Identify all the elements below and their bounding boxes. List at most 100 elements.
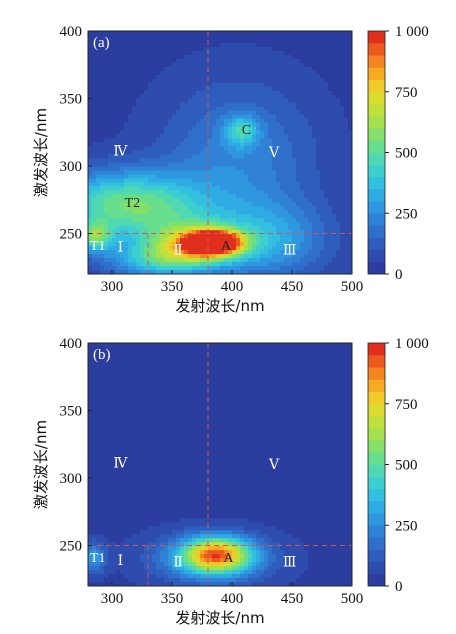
heatmap-cell — [104, 198, 109, 203]
heatmap-cell — [312, 194, 317, 199]
heatmap-cell — [284, 142, 289, 148]
heatmap-cell — [344, 250, 349, 255]
heatmap-cell — [324, 106, 329, 112]
heatmap-cell — [312, 134, 317, 140]
heatmap-cell — [304, 238, 309, 243]
heatmap-cell — [188, 34, 193, 40]
heatmap-cell — [152, 86, 157, 92]
heatmap-cell — [116, 370, 121, 376]
heatmap-cell — [324, 90, 329, 96]
heatmap-cell — [248, 190, 253, 195]
heatmap-cell — [280, 50, 285, 56]
heatmap-cell — [248, 122, 253, 128]
heatmap-cell — [128, 62, 133, 68]
heatmap-cell — [132, 254, 137, 259]
heatmap-cell — [336, 150, 341, 156]
heatmap-cell — [324, 226, 329, 231]
heatmap-cell — [228, 154, 233, 160]
heatmap-cell — [124, 170, 129, 176]
heatmap-cell — [192, 246, 197, 251]
heatmap-cell — [112, 374, 117, 380]
heatmap-cell — [220, 162, 225, 168]
heatmap-cell — [188, 254, 193, 259]
heatmap-cell — [240, 31, 245, 36]
heatmap-cell — [336, 58, 341, 64]
heatmap-cell — [220, 194, 225, 199]
heatmap-cell — [144, 350, 149, 356]
heatmap-cell — [228, 74, 233, 80]
heatmap-cell — [220, 250, 225, 255]
heatmap-cell — [320, 254, 325, 259]
heatmap-cell — [240, 46, 245, 52]
heatmap-cell — [324, 202, 329, 207]
heatmap-cell — [280, 70, 285, 76]
heatmap-cell — [320, 202, 325, 207]
heatmap-cell — [152, 262, 157, 267]
heatmap-cell — [228, 106, 233, 112]
heatmap-cell — [260, 86, 265, 92]
heatmap-cell — [284, 374, 289, 380]
heatmap-cell — [256, 202, 261, 207]
heatmap-cell — [260, 34, 265, 40]
heatmap-cell — [340, 126, 345, 132]
heatmap-cell — [316, 66, 321, 72]
heatmap-cell — [192, 158, 197, 164]
heatmap-cell — [324, 42, 329, 48]
heatmap-cell — [216, 382, 221, 388]
x-tick-label: 400 — [221, 279, 244, 295]
heatmap-cell — [268, 82, 273, 88]
heatmap-cell — [96, 62, 101, 68]
heatmap-cell — [228, 66, 233, 72]
heatmap-cell — [280, 74, 285, 80]
heatmap-cell — [316, 34, 321, 40]
heatmap-cell — [304, 378, 309, 384]
heatmap-cell — [288, 346, 293, 352]
heatmap-cell — [280, 222, 285, 227]
heatmap-cell — [220, 174, 225, 179]
heatmap-cell — [188, 162, 193, 168]
heatmap-cell — [120, 162, 125, 168]
heatmap-cell — [116, 206, 121, 211]
heatmap-cell — [144, 130, 149, 136]
heatmap-cell — [264, 386, 269, 392]
heatmap-cell — [332, 266, 337, 271]
heatmap-cell — [160, 210, 165, 215]
heatmap-cell — [312, 82, 317, 88]
heatmap-cell — [328, 343, 333, 348]
heatmap-cell — [184, 258, 189, 263]
heatmap-cell — [276, 82, 281, 88]
heatmap-cell — [176, 238, 181, 243]
heatmap-cell — [284, 158, 289, 164]
heatmap-cell — [280, 386, 285, 392]
heatmap-cell — [108, 118, 113, 124]
heatmap-cell — [208, 126, 213, 132]
heatmap-cell — [232, 258, 237, 263]
heatmap-cell — [200, 46, 205, 52]
heatmap-cell — [340, 58, 345, 64]
heatmap-cell — [140, 234, 145, 239]
heatmap-cell — [348, 174, 352, 179]
heatmap-cell — [124, 98, 129, 104]
heatmap-cell — [180, 78, 185, 84]
heatmap-cell — [128, 382, 133, 388]
heatmap-cell — [120, 258, 125, 263]
heatmap-cell — [124, 34, 129, 40]
heatmap-cell — [156, 234, 161, 239]
heatmap-cell — [120, 382, 125, 388]
heatmap-cell — [340, 142, 345, 148]
heatmap-cell — [320, 78, 325, 84]
heatmap-cell — [100, 394, 105, 400]
heatmap-cell — [148, 242, 153, 247]
heatmap-cell — [328, 198, 333, 203]
heatmap-cell — [144, 266, 149, 271]
heatmap-cell — [212, 154, 217, 160]
heatmap-cell — [284, 70, 289, 76]
heatmap-cell — [232, 114, 237, 120]
heatmap-cell — [208, 186, 213, 191]
heatmap-cell — [300, 390, 305, 396]
heatmap-cell — [188, 358, 193, 364]
heatmap-cell — [88, 346, 93, 352]
heatmap-cell — [88, 54, 93, 60]
heatmap-cell — [132, 206, 137, 211]
heatmap-cell — [284, 366, 289, 372]
